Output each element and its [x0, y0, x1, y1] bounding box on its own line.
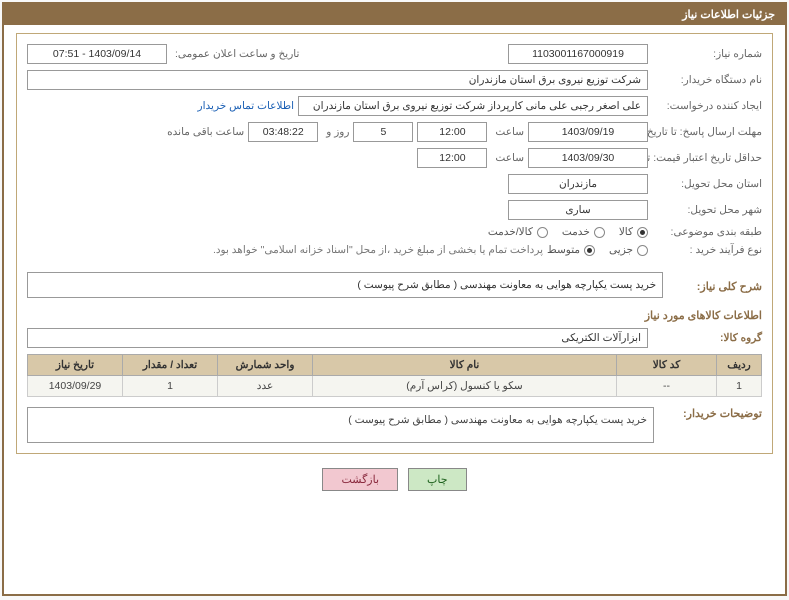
requester-value: علی اصغر رجبی علی مانی کارپرداز شرکت توز…: [298, 96, 648, 116]
radio-icon: [637, 245, 648, 256]
radio-icon: [637, 227, 648, 238]
buyer-desc-label: توضیحات خریدار:: [662, 407, 762, 420]
category-radio-group: کالا خدمت کالا/خدمت: [488, 226, 648, 238]
cell-name: سکو یا کنسول (کراس آرم): [313, 376, 617, 397]
radio-medium-label: متوسط: [547, 244, 580, 256]
items-table: ردیف کد کالا نام کالا واحد شمارش تعداد /…: [27, 354, 762, 397]
radio-goods[interactable]: کالا: [619, 226, 648, 238]
validity-date: 1403/09/30: [528, 148, 648, 168]
print-button[interactable]: چاپ: [408, 468, 467, 491]
deadline-hour: 12:00: [417, 122, 487, 142]
panel-header: جزئیات اطلاعات نیاز: [4, 4, 785, 25]
radio-icon: [594, 227, 605, 238]
requester-label: ایجاد کننده درخواست:: [652, 100, 762, 112]
th-unit: واحد شمارش: [218, 355, 313, 376]
need-number-label: شماره نیاز:: [652, 48, 762, 60]
buyer-org-value: شرکت توزیع نیروی برق استان مازندران: [27, 70, 648, 90]
deadline-label: مهلت ارسال پاسخ: تا تاریخ:: [652, 126, 762, 138]
cell-unit: عدد: [218, 376, 313, 397]
deadline-date: 1403/09/19: [528, 122, 648, 142]
radio-medium[interactable]: متوسط: [547, 244, 595, 256]
th-date: تاریخ نیاز: [28, 355, 123, 376]
buyer-desc-value: خرید پست یکپارچه هوایی به معاونت مهندسی …: [27, 407, 654, 443]
goods-section-title: اطلاعات کالاهای مورد نیاز: [27, 309, 762, 322]
overall-desc-value: خرید پست یکپارچه هوایی به معاونت مهندسی …: [27, 272, 663, 298]
hour-label-2: ساعت: [491, 152, 524, 164]
city-label: شهر محل تحویل:: [652, 204, 762, 216]
overall-desc-label: شرح کلی نیاز:: [667, 280, 762, 293]
hour-label-1: ساعت: [491, 126, 524, 138]
days-and-label: روز و: [322, 126, 349, 138]
buyer-contact-link[interactable]: اطلاعات تماس خریدار: [198, 100, 294, 112]
cell-row: 1: [717, 376, 762, 397]
panel-title: جزئیات اطلاعات نیاز: [682, 9, 775, 21]
radio-service-label: خدمت: [562, 226, 590, 238]
validity-label: حداقل تاریخ اعتبار قیمت: تا تاریخ:: [652, 152, 762, 164]
back-button[interactable]: بازگشت: [322, 468, 398, 491]
th-qty: تعداد / مقدار: [123, 355, 218, 376]
cell-code: --: [617, 376, 717, 397]
group-label: گروه کالا:: [652, 332, 762, 344]
th-name: نام کالا: [313, 355, 617, 376]
group-value: ابزارآلات الکتریکی: [27, 328, 648, 348]
announce-value: 1403/09/14 - 07:51: [27, 44, 167, 64]
cell-qty: 1: [123, 376, 218, 397]
radio-service[interactable]: خدمت: [562, 226, 605, 238]
announce-label: تاریخ و ساعت اعلان عمومی:: [171, 48, 299, 60]
process-radio-group: جزیی متوسط: [547, 244, 648, 256]
radio-partial-label: جزیی: [609, 244, 633, 256]
process-label: نوع فرآیند خرید :: [652, 244, 762, 256]
radio-icon: [584, 245, 595, 256]
province-value: مازندران: [508, 174, 648, 194]
countdown-value: 03:48:22: [248, 122, 318, 142]
validity-hour: 12:00: [417, 148, 487, 168]
radio-goods-label: کالا: [619, 226, 633, 238]
radio-icon: [537, 227, 548, 238]
cell-date: 1403/09/29: [28, 376, 123, 397]
table-row: 1 -- سکو یا کنسول (کراس آرم) عدد 1 1403/…: [28, 376, 762, 397]
radio-partial[interactable]: جزیی: [609, 244, 648, 256]
payment-note: پرداخت تمام یا بخشی از مبلغ خرید ،از محل…: [213, 244, 543, 256]
days-remaining: 5: [353, 122, 413, 142]
need-number-value: 1103001167000919: [508, 44, 648, 64]
th-row: ردیف: [717, 355, 762, 376]
buyer-org-label: نام دستگاه خریدار:: [652, 74, 762, 86]
details-panel: شماره نیاز: 1103001167000919 تاریخ و ساع…: [16, 33, 773, 454]
category-label: طبقه بندی موضوعی:: [652, 226, 762, 238]
province-label: استان محل تحویل:: [652, 178, 762, 190]
city-value: ساری: [508, 200, 648, 220]
radio-both-label: کالا/خدمت: [488, 226, 533, 238]
table-header-row: ردیف کد کالا نام کالا واحد شمارش تعداد /…: [28, 355, 762, 376]
remaining-label: ساعت باقی مانده: [163, 126, 244, 138]
radio-both[interactable]: کالا/خدمت: [488, 226, 548, 238]
th-code: کد کالا: [617, 355, 717, 376]
